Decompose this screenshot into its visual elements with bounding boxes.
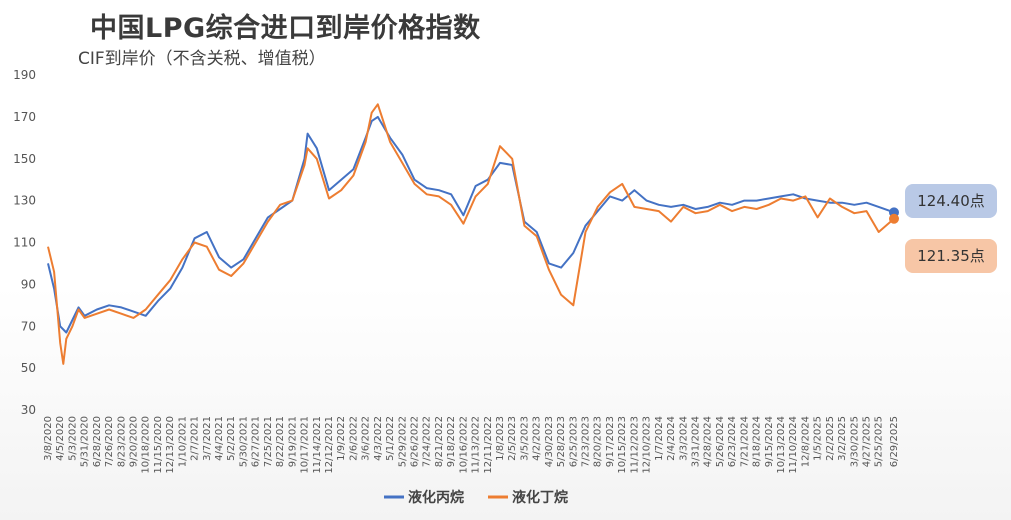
x-tick-label: 3/7/2021 xyxy=(202,416,213,461)
legend-label-propane: 液化丙烷 xyxy=(408,489,464,506)
x-tick-label: 2/2/2025 xyxy=(825,416,836,461)
x-tick-label: 9/15/2024 xyxy=(764,416,775,467)
x-tick-label: 4/4/2021 xyxy=(214,416,225,461)
x-tick-label: 5/30/2021 xyxy=(238,416,249,467)
x-tick-label: 2/7/2021 xyxy=(190,416,201,461)
y-tick-label: 110 xyxy=(13,236,36,250)
x-tick-label: 7/24/2022 xyxy=(422,416,433,467)
x-tick-label: 4/3/2022 xyxy=(373,416,384,461)
x-tick-label: 1/8/2023 xyxy=(495,416,506,461)
x-tick-label: 7/23/2023 xyxy=(581,416,592,467)
propane-value-badge: 124.40点 xyxy=(905,184,997,218)
legend: 液化丙烷 液化丁烷 xyxy=(384,489,568,506)
x-tick-label: 7/26/2020 xyxy=(104,416,115,467)
x-tick-label: 12/10/2023 xyxy=(642,416,653,474)
y-tick-label: 150 xyxy=(13,152,36,166)
x-tick-label: 9/17/2023 xyxy=(605,416,616,467)
x-tick-label: 12/12/2021 xyxy=(324,416,335,474)
x-tick-label: 11/10/2024 xyxy=(788,416,799,474)
x-tick-label: 5/1/2022 xyxy=(385,416,396,461)
x-tick-label: 2/4/2024 xyxy=(666,416,677,461)
x-tick-label: 8/18/2024 xyxy=(752,416,763,467)
y-tick-label: 170 xyxy=(13,110,36,124)
x-tick-label: 7/21/2024 xyxy=(739,416,750,467)
x-tick-label: 3/31/2024 xyxy=(690,416,701,467)
x-tick-label: 3/5/2023 xyxy=(519,416,530,461)
x-tick-label: 3/8/2020 xyxy=(43,416,54,461)
y-tick-label: 30 xyxy=(21,403,36,417)
x-tick-label: 4/28/2024 xyxy=(703,416,714,467)
x-tick-label: 9/19/2021 xyxy=(287,416,298,467)
y-tick-label: 190 xyxy=(13,68,36,82)
x-tick-label: 1/10/2021 xyxy=(177,416,188,467)
butane-series-line xyxy=(47,103,895,365)
x-tick-label: 10/17/2021 xyxy=(300,416,311,474)
x-tick-label: 6/28/2020 xyxy=(92,416,103,467)
propane-series-line xyxy=(47,115,895,334)
x-tick-label: 6/25/2023 xyxy=(568,416,579,467)
x-axis: 3/8/2020 4/5/2020 5/3/2020 5/31/2020 6/28/20… xyxy=(43,416,900,474)
x-tick-label: 5/25/2025 xyxy=(874,416,885,467)
x-tick-label: 5/26/2024 xyxy=(715,416,726,467)
x-tick-label: 4/2/2023 xyxy=(532,416,543,461)
x-tick-label: 10/15/2023 xyxy=(617,416,628,474)
x-tick-label: 10/18/2020 xyxy=(141,416,152,474)
x-tick-label: 11/15/2020 xyxy=(153,416,164,474)
x-tick-label: 11/12/2023 xyxy=(629,416,640,474)
x-tick-label: 4/27/2025 xyxy=(862,416,873,467)
x-tick-label: 8/21/2022 xyxy=(434,416,445,467)
y-axis: 30 50 70 90 110 130 150 170 190 xyxy=(13,68,36,417)
x-tick-label: 4/5/2020 xyxy=(55,416,66,461)
x-tick-label: 5/28/2023 xyxy=(556,416,567,467)
x-tick-label: 7/25/2021 xyxy=(263,416,274,467)
series-layer xyxy=(47,103,899,365)
x-tick-label: 12/11/2022 xyxy=(483,416,494,474)
x-tick-label: 9/18/2022 xyxy=(446,416,457,467)
butane-value-badge: 121.35点 xyxy=(905,239,997,273)
x-tick-label: 8/20/2023 xyxy=(593,416,604,467)
x-tick-label: 3/2/2025 xyxy=(837,416,848,461)
x-tick-label: 10/13/2024 xyxy=(776,416,787,474)
x-tick-label: 3/30/2025 xyxy=(849,416,860,467)
x-tick-label: 5/3/2020 xyxy=(67,416,78,461)
chart-subtitle: CIF到岸价（不含关税、增值税） xyxy=(78,49,326,69)
x-tick-label: 12/8/2024 xyxy=(800,416,811,467)
x-tick-label: 6/27/2021 xyxy=(251,416,262,467)
x-tick-label: 8/23/2020 xyxy=(116,416,127,467)
y-tick-label: 70 xyxy=(21,319,36,333)
x-tick-label: 12/13/2020 xyxy=(165,416,176,474)
x-tick-label: 11/14/2021 xyxy=(312,416,323,474)
x-tick-label: 6/26/2022 xyxy=(409,416,420,467)
x-tick-label: 1/5/2025 xyxy=(813,416,824,461)
x-tick-label: 1/9/2022 xyxy=(336,416,347,461)
x-tick-label: 6/23/2024 xyxy=(727,416,738,467)
x-tick-label: 1/7/2024 xyxy=(654,416,665,461)
x-tick-label: 2/6/2022 xyxy=(348,416,359,461)
x-tick-label: 10/16/2022 xyxy=(458,416,469,474)
y-tick-label: 50 xyxy=(21,361,36,375)
x-tick-label: 4/30/2023 xyxy=(544,416,555,467)
x-tick-label: 5/29/2022 xyxy=(397,416,408,467)
x-tick-label: 3/6/2022 xyxy=(361,416,372,461)
legend-label-butane: 液化丁烷 xyxy=(512,489,568,506)
chart-title: 中国LPG综合进口到岸价格指数 xyxy=(90,13,481,44)
x-tick-label: 6/29/2025 xyxy=(889,416,900,467)
butane-last-point xyxy=(889,213,899,224)
x-tick-label: 8/22/2021 xyxy=(275,416,286,467)
x-tick-label: 11/13/2022 xyxy=(471,416,482,474)
x-tick-label: 5/31/2020 xyxy=(80,416,91,467)
x-tick-label: 2/5/2023 xyxy=(507,416,518,461)
y-tick-label: 130 xyxy=(13,194,36,208)
x-tick-label: 5/2/2021 xyxy=(226,416,237,461)
x-tick-label: 9/20/2020 xyxy=(129,416,140,467)
y-tick-label: 90 xyxy=(21,277,36,291)
x-tick-label: 3/3/2024 xyxy=(678,416,689,461)
